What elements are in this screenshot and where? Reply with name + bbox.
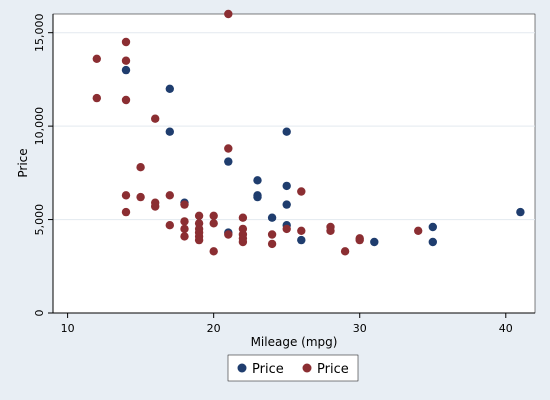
data-point-series-2: [297, 187, 306, 196]
data-point-series-1: [267, 213, 277, 222]
data-point-series-2: [282, 224, 291, 234]
data-point-series-2: [136, 163, 145, 172]
data-point-series-2: [180, 217, 189, 226]
legend-marker-series-2: [302, 363, 312, 373]
grid-lines: [53, 32, 535, 221]
data-point-series-2: [194, 235, 204, 245]
y-tick-label: 10,000: [33, 107, 46, 146]
y-tick-label: 0: [33, 310, 46, 317]
data-point-series-2: [92, 54, 102, 63]
data-point-series-2: [340, 247, 350, 256]
data-point-series-1: [165, 127, 174, 136]
x-tick-label: 30: [353, 322, 367, 335]
data-point-series-2: [224, 9, 233, 19]
data-point-series-2: [267, 239, 277, 249]
data-point-series-2: [136, 192, 145, 202]
data-point-series-1: [253, 192, 262, 202]
x-tick-label: 40: [499, 322, 513, 335]
data-point-series-2: [165, 221, 174, 230]
data-point-series-2: [224, 230, 233, 239]
legend-box: [227, 354, 359, 382]
data-point-series-2: [297, 226, 306, 235]
data-point-series-2: [326, 226, 335, 235]
x-tick-label: 10: [61, 322, 75, 335]
data-point-series-2: [92, 93, 102, 103]
data-point-series-2: [238, 237, 248, 247]
legend: Price Price: [227, 354, 359, 382]
data-point-series-2: [355, 235, 364, 245]
y-tick-label: 5,000: [33, 204, 46, 236]
legend-marker-series-1: [237, 363, 247, 373]
y-axis-title: Price: [16, 148, 30, 177]
data-point-series-1: [282, 200, 291, 209]
legend-label-series-2: Price: [317, 362, 349, 377]
data-point-series-2: [180, 232, 189, 241]
x-axis-title: Mileage (mpg): [251, 335, 338, 349]
data-point-series-1: [428, 222, 437, 232]
data-point-series-2: [209, 247, 218, 256]
data-point-series-2: [238, 213, 248, 222]
data-point-series-1: [165, 84, 174, 94]
x-tick-label: 20: [207, 322, 221, 335]
plot-region: [52, 13, 536, 314]
data-point-series-2: [121, 95, 131, 105]
data-point-series-1: [428, 237, 437, 247]
data-point-series-2: [414, 226, 423, 235]
legend-label-series-1: Price: [252, 362, 284, 377]
data-point-series-2: [194, 211, 204, 220]
data-point-series-2: [121, 37, 131, 47]
data-point-series-2: [209, 219, 218, 228]
data-point-series-1: [516, 207, 525, 217]
data-point-series-1: [224, 157, 233, 166]
data-point-series-2: [165, 191, 174, 200]
data-points: [92, 9, 525, 256]
y-tick-label: 15,000: [33, 13, 46, 52]
data-point-series-2: [180, 200, 189, 209]
data-point-series-1: [370, 237, 379, 247]
data-point-series-2: [267, 230, 277, 239]
data-point-series-1: [282, 181, 291, 191]
data-point-series-1: [121, 65, 131, 75]
data-point-series-2: [209, 211, 218, 220]
data-point-series-2: [151, 202, 160, 211]
data-point-series-1: [253, 176, 262, 185]
data-point-series-2: [121, 207, 131, 217]
data-point-series-1: [282, 127, 291, 136]
data-point-series-1: [297, 235, 306, 245]
data-point-series-2: [121, 191, 131, 200]
data-point-series-2: [121, 56, 131, 65]
data-point-series-2: [151, 114, 160, 123]
data-point-series-2: [224, 144, 233, 153]
ticks: 0 5,000 10,000 15,000 10 20 30 40: [33, 13, 513, 335]
axes: [52, 14, 535, 314]
data-point-series-2: [180, 224, 189, 234]
